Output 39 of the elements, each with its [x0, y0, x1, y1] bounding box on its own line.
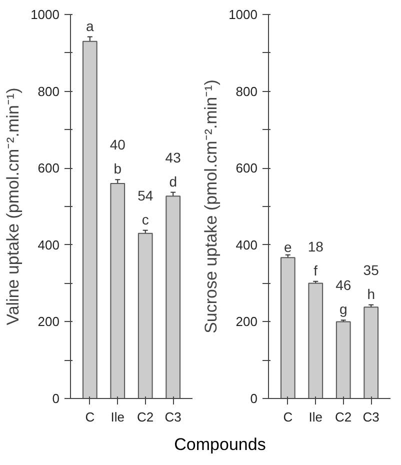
- x-tick-label: Ile: [308, 410, 323, 424]
- y-axis-title: Sucrose uptake (pmol.cm⁻².min⁻¹): [202, 80, 221, 334]
- y-tick-label: 1000: [228, 7, 258, 22]
- annotation: 35 h: [363, 262, 380, 302]
- annotation: 18 f: [308, 238, 324, 278]
- y-tick-label: 800: [38, 84, 60, 99]
- y-tick-label: 0: [52, 391, 60, 406]
- y-tick-label: 1000: [30, 7, 60, 22]
- y-tick-label: 400: [236, 237, 258, 252]
- x-tick-label: Ile: [110, 410, 125, 424]
- bar: [110, 182, 126, 398]
- bar: [138, 232, 153, 398]
- x-tick-label: C2: [137, 410, 154, 424]
- y-tick-label: 200: [236, 314, 258, 330]
- bar: [308, 282, 324, 398]
- y-tick-label: 600: [236, 160, 258, 176]
- annotation: 43 d: [165, 149, 182, 190]
- x-tick-label: C3: [362, 410, 380, 424]
- x-axis-title: Compounds: [174, 434, 266, 456]
- y-tick-label: 800: [236, 84, 258, 99]
- annotation: 54 c: [138, 187, 154, 228]
- annotation: 40 b: [110, 136, 126, 177]
- x-tick-label: C2: [335, 410, 352, 424]
- annotation: a: [86, 18, 94, 34]
- x-tick-label: C: [85, 410, 95, 424]
- bar: [364, 306, 379, 398]
- x-tick-label: C: [283, 410, 293, 424]
- bar: [166, 196, 181, 398]
- annotation: e: [284, 238, 292, 255]
- bar: [280, 257, 296, 398]
- y-tick-label: 200: [38, 314, 60, 330]
- x-tick-label: C3: [164, 410, 182, 424]
- y-tick-label: 0: [250, 391, 258, 406]
- y-axis-title: Valine uptake (pmol.cm⁻².min⁻¹): [4, 88, 23, 326]
- bar: [82, 40, 98, 398]
- y-tick-label: 400: [38, 237, 60, 252]
- annotation: 46 g: [336, 277, 352, 318]
- y-tick-label: 600: [38, 160, 60, 176]
- bar: [336, 321, 351, 398]
